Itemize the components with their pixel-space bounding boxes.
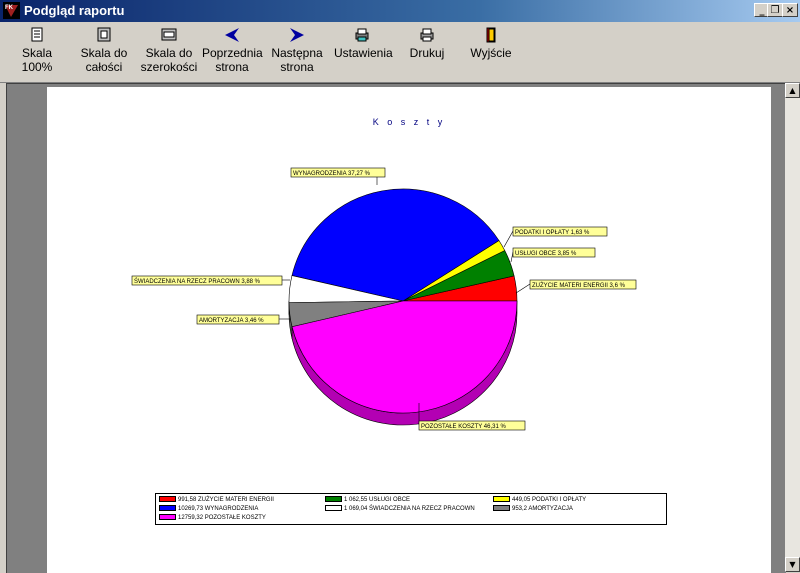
- previous-page-label: Poprzednia strona: [202, 46, 263, 74]
- restore-button[interactable]: ❐: [767, 3, 783, 17]
- legend-item: 1 069,04 ŚWIADCZENIA NA RZECZ PRACOWN: [325, 505, 475, 513]
- title-bar: FK Podgląd raportu _ ❐ ×: [0, 0, 800, 22]
- legend-label: 10269,73 WYNAGRODZENIA: [178, 506, 258, 512]
- fit-width-button[interactable]: Skala do szerokości: [139, 26, 199, 74]
- slice-callout-1: USŁUGI OBCE 3,85 %: [511, 248, 595, 262]
- slice-callout-0: ZUŻYCIE MATERI ENERGII 3,6 %: [516, 280, 636, 293]
- legend-item: 1 062,55 USŁUGI OBCE: [325, 496, 410, 504]
- next-page-button[interactable]: Następna strona: [270, 26, 324, 74]
- printer-setup-icon: [353, 26, 371, 44]
- slice-label-3: WYNAGRODZENIA 37,27 %: [293, 171, 371, 177]
- legend-label: 953,2 AMORTYZACJA: [512, 506, 573, 512]
- report-viewport[interactable]: K o s z t y ZUŻYCIE MATERI ENERGII 3,6 %…: [6, 83, 786, 573]
- arrow-right-icon: [288, 26, 306, 44]
- slice-callout-4: ŚWIADCZENIA NA RZECZ PRACOWN 3,88 %: [132, 276, 290, 285]
- slice-callout-3: WYNAGRODZENIA 37,27 %: [291, 168, 385, 185]
- scroll-down-button[interactable]: ▼: [785, 557, 800, 572]
- printer-icon: [418, 26, 436, 44]
- slice-label-5: AMORTYZACJA 3,46 %: [199, 318, 264, 324]
- legend-label: 12759,32 POZOSTAŁE KOSZTY: [178, 515, 266, 521]
- arrow-left-icon: [223, 26, 241, 44]
- slice-callout-5: AMORTYZACJA 3,46 %: [197, 315, 290, 324]
- legend-label: 1 062,55 USŁUGI OBCE: [344, 497, 410, 503]
- fit-width-icon: [160, 26, 178, 44]
- scroll-up-icon: ▲: [789, 86, 795, 95]
- legend-swatch: [325, 505, 342, 511]
- legend-item: 991,58 ZUŻYCIE MATERI ENERGII: [159, 496, 274, 504]
- svg-text:FK: FK: [5, 5, 14, 11]
- slice-label-6: POZOSTAŁE KOSZTY 46,31 %: [421, 424, 506, 430]
- toolbar: Skala 100% Skala do całości Skala do sze…: [0, 22, 800, 83]
- print-label: Drukuj: [410, 46, 445, 60]
- scroll-up-button[interactable]: ▲: [785, 83, 800, 98]
- legend-label: 991,58 ZUŻYCIE MATERI ENERGII: [178, 497, 274, 503]
- window-title: Podgląd raportu: [24, 3, 124, 18]
- fit-width-label: Skala do szerokości: [141, 46, 198, 74]
- page-icon: [28, 26, 46, 44]
- restore-icon: ❐: [771, 5, 780, 16]
- settings-label: Ustawienia: [334, 46, 393, 60]
- legend-item: 449,05 PODATKI I OPŁATY: [493, 496, 586, 504]
- fk-app-icon: FK: [3, 2, 20, 19]
- exit-door-icon: [482, 26, 500, 44]
- minimize-icon: _: [760, 5, 765, 16]
- legend-label: 1 069,04 ŚWIADCZENIA NA RZECZ PRACOWN: [344, 506, 475, 512]
- exit-label: Wyjście: [470, 46, 511, 60]
- legend-swatch: [159, 496, 176, 502]
- fit-page-label: Skala do całości: [81, 46, 128, 74]
- close-button[interactable]: ×: [782, 3, 798, 17]
- settings-button[interactable]: Ustawienia: [334, 26, 390, 60]
- scroll-down-icon: ▼: [789, 560, 795, 569]
- exit-button[interactable]: Wyjście: [469, 26, 513, 60]
- slice-label-0: ZUŻYCIE MATERI ENERGII 3,6 %: [532, 282, 626, 289]
- fit-page-icon: [95, 26, 113, 44]
- legend-label: 449,05 PODATKI I OPŁATY: [512, 497, 586, 503]
- legend-swatch: [493, 505, 510, 511]
- legend-item: 10269,73 WYNAGRODZENIA: [159, 505, 258, 513]
- scale-100-button[interactable]: Skala 100%: [14, 26, 60, 74]
- slice-callout-2: PODATKI I OPŁATY 1,63 %: [504, 227, 607, 247]
- vertical-scrollbar[interactable]: ▲ ▼: [785, 83, 800, 572]
- fit-page-button[interactable]: Skala do całości: [76, 26, 132, 74]
- slice-label-1: USŁUGI OBCE 3,85 %: [515, 251, 577, 257]
- legend-item: 12759,32 POZOSTAŁE KOSZTY: [159, 514, 266, 522]
- legend-swatch: [493, 496, 510, 502]
- report-page: K o s z t y ZUŻYCIE MATERI ENERGII 3,6 %…: [47, 87, 771, 573]
- scale-100-label: Skala 100%: [22, 46, 53, 74]
- next-page-label: Następna strona: [271, 46, 322, 74]
- chart-legend: 991,58 ZUŻYCIE MATERI ENERGII 1 062,55 US…: [155, 493, 667, 525]
- legend-swatch: [159, 514, 176, 520]
- print-button[interactable]: Drukuj: [406, 26, 448, 60]
- slice-label-4: ŚWIADCZENIA NA RZECZ PRACOWN 3,88 %: [134, 277, 261, 285]
- pie-chart: ZUŻYCIE MATERI ENERGII 3,6 % USŁUGI OBCE …: [47, 87, 771, 487]
- slice-label-2: PODATKI I OPŁATY 1,63 %: [515, 230, 590, 236]
- close-icon: ×: [786, 5, 794, 16]
- legend-item: 953,2 AMORTYZACJA: [493, 505, 573, 513]
- previous-page-button[interactable]: Poprzednia strona: [202, 26, 262, 74]
- legend-swatch: [159, 505, 176, 511]
- legend-swatch: [325, 496, 342, 502]
